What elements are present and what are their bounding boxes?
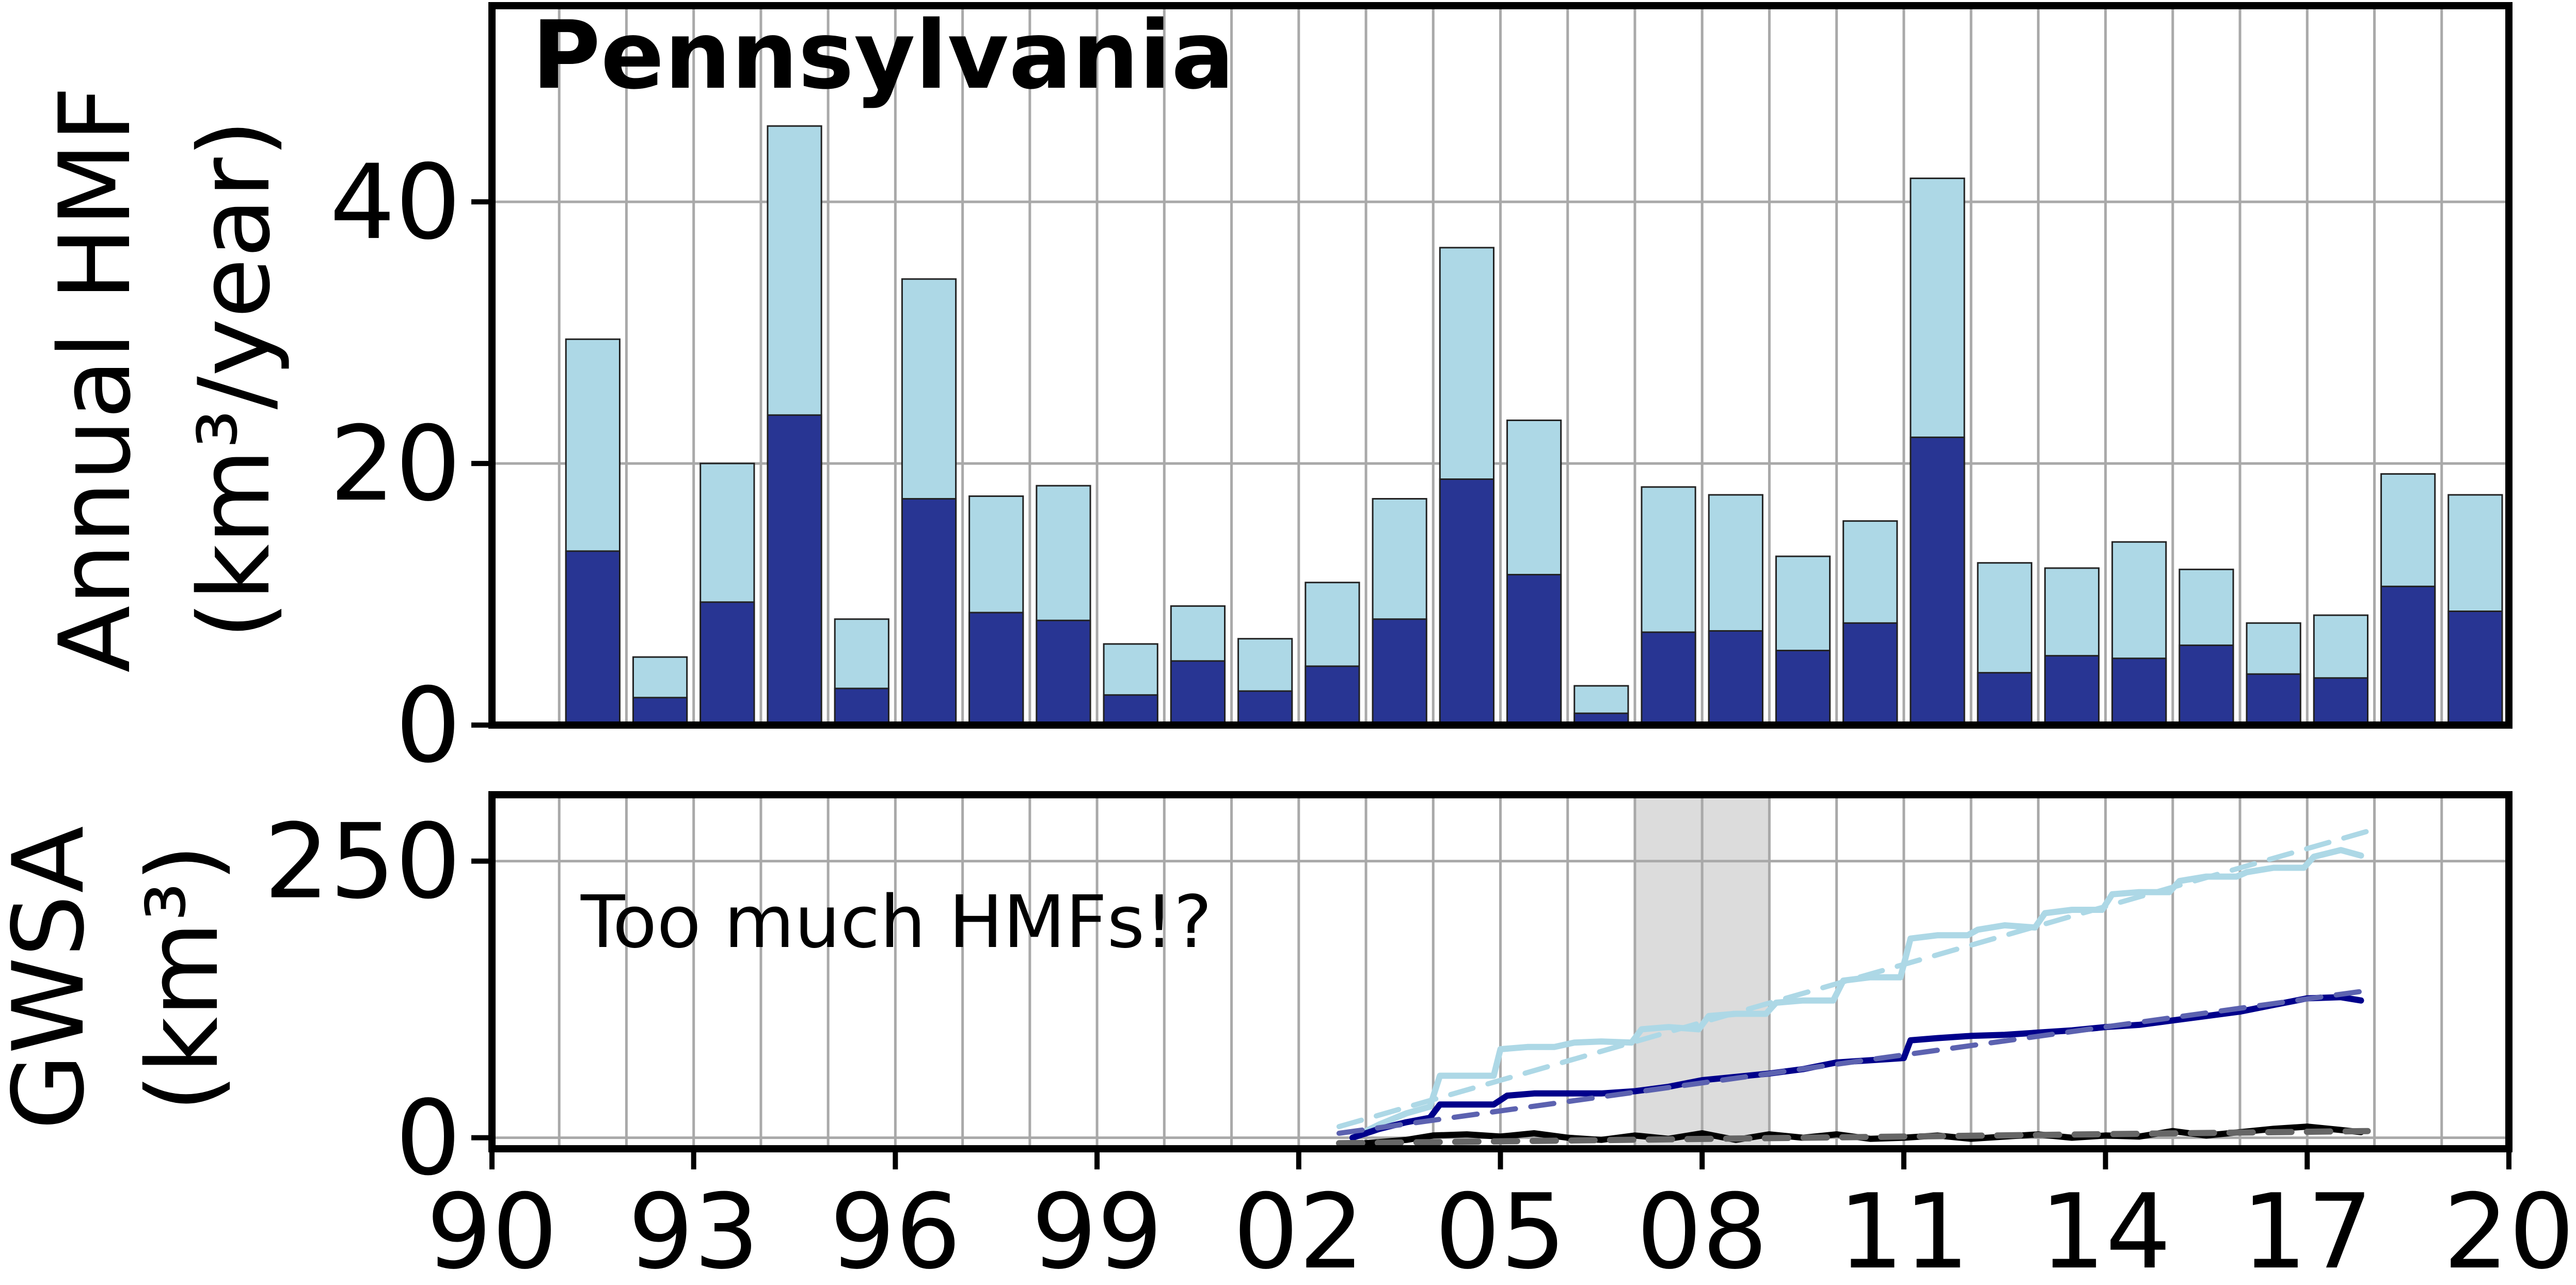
x-tick-label: 11 (1838, 1172, 1970, 1285)
x-tick-label: 99 (1031, 1172, 1163, 1285)
bar-lower (1170, 660, 1226, 726)
bar-lower (565, 550, 621, 726)
bottom-y-axis-label-line2: (km³) (126, 844, 240, 1112)
bottom-y-tick-label: 250 (264, 802, 461, 922)
top-y-axis-label-line2: (km³/year) (178, 119, 292, 639)
bar-lower (1506, 574, 1562, 726)
bar-lower (2179, 644, 2234, 726)
x-tick-label: 02 (1233, 1172, 1365, 1285)
bar-lower (1439, 478, 1494, 726)
bottom-y-tick-label: 0 (395, 1079, 461, 1199)
bar-lower (2380, 585, 2436, 726)
bar-lower (1305, 665, 1360, 726)
series-line-light (1349, 847, 2364, 1141)
bottom-y-tick-labels: 0 250 (264, 802, 492, 1199)
bottom-y-axis-label-line1: GWSA (0, 826, 106, 1130)
top-horizontal-grid (492, 200, 2509, 465)
top-plot-frame (488, 2, 2513, 729)
bar-lower (767, 414, 822, 726)
x-tick-label: 05 (1435, 1172, 1566, 1285)
bar-lower (1842, 622, 1898, 726)
bar-lower (1977, 672, 2032, 726)
x-tick-labels: 90 93 96 99 02 05 08 11 14 17 20 (426, 1149, 2575, 1285)
bar-lower (2111, 657, 2167, 726)
bar-lower (1708, 630, 1763, 726)
bar-lower (2313, 677, 2369, 726)
top-y-tick-labels: 0 20 40 (330, 142, 492, 786)
x-tick-label: 93 (628, 1172, 759, 1285)
bar-lower (834, 687, 889, 726)
bar-lower (1237, 690, 1293, 726)
x-tick-label: 17 (2241, 1172, 2373, 1285)
bar-lower (2044, 655, 2100, 726)
series-line-black-trend (1335, 1128, 2371, 1147)
bar-lower (2447, 610, 2503, 726)
bar-lower (1103, 694, 1158, 726)
top-y-axis-label-line1: Annual HMF (38, 86, 152, 673)
bar-lower (632, 697, 688, 726)
gwsa-line-panel: 0 250 90 93 96 99 02 05 08 11 14 17 20 Too much HMF… (0, 791, 2575, 1285)
bottom-vertical-grid (558, 795, 2443, 1149)
x-tick-label: 96 (830, 1172, 961, 1285)
series-line-dark-trend (1336, 988, 2371, 1136)
x-tick-label: 20 (2443, 1172, 2575, 1285)
gwsa-series-lines (1335, 828, 2371, 1148)
top-y-tick-label: 0 (395, 666, 461, 786)
x-tick-label: 90 (426, 1172, 558, 1285)
top-vertical-grid (558, 6, 2443, 725)
x-tick-label: 08 (1636, 1172, 1768, 1285)
series-line-light-trend (1336, 828, 2371, 1130)
top-y-tick-label: 20 (330, 404, 462, 524)
hmf-bar-panel: 0 20 40 Pennsylvania Annual HMF (km³/year) (38, 1, 2513, 786)
bar-lower (1641, 631, 1696, 726)
bar-lower (2246, 673, 2301, 726)
x-tick-label: 14 (2040, 1172, 2171, 1285)
bar-lower (968, 612, 1024, 726)
bar-lower (1372, 618, 1427, 726)
bar-lower (1036, 619, 1091, 726)
top-y-tick-label: 40 (330, 142, 462, 263)
bar-lower (699, 601, 755, 726)
bar-lower (901, 498, 957, 726)
bar-lower (1910, 436, 1965, 726)
bars-lower-series (565, 414, 2503, 726)
bottom-plot-frame (488, 791, 2513, 1152)
bar-lower (1775, 650, 1831, 726)
chart-title: Pennsylvania (532, 1, 1235, 110)
annotation-text: Too much HMFs!? (580, 880, 1212, 965)
